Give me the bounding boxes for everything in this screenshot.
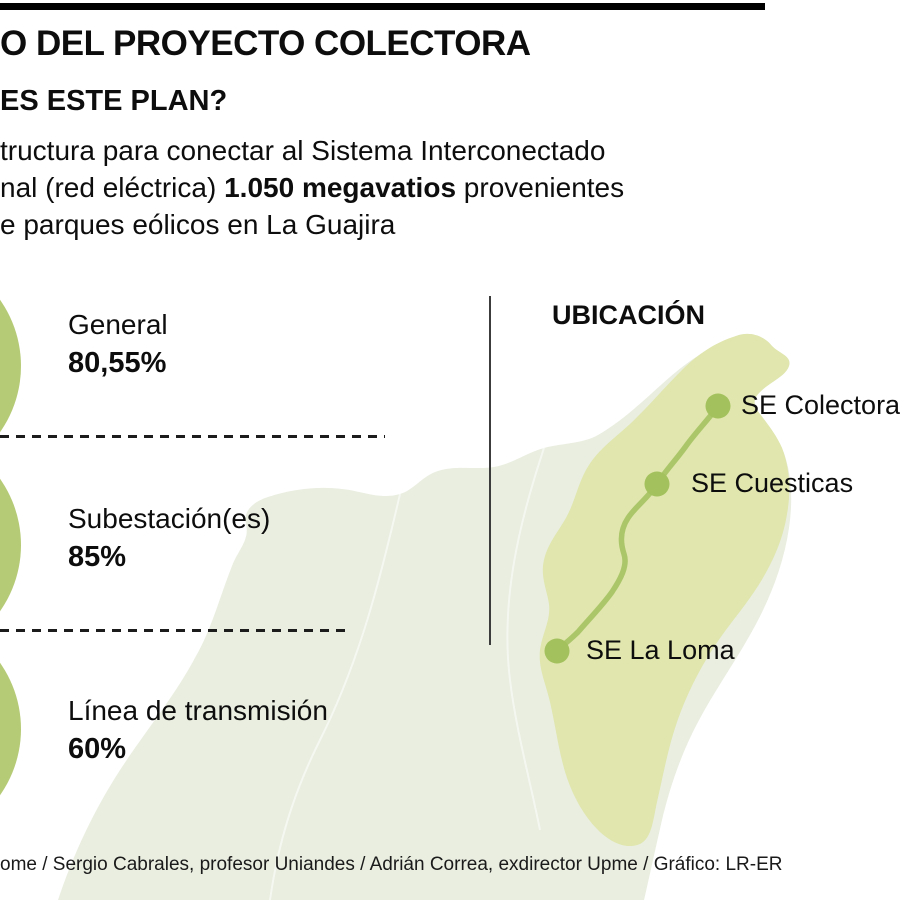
megawatts-value: 1.050 megavatios (224, 172, 457, 203)
transmission-route (554, 403, 721, 654)
progress-label: General (68, 309, 168, 340)
progress-item-substations: Subestación(es) 85% (68, 502, 270, 574)
vertical-divider (489, 296, 491, 645)
description-line-1: tructura para conectar al Sistema Interc… (0, 135, 606, 166)
description-line-2: nal (red eléctrica) 1.050 megavatios pro… (0, 172, 625, 203)
project-description: tructura para conectar al Sistema Interc… (0, 132, 624, 243)
station-label-se-colectora: SE Colectora (741, 390, 900, 420)
section-question: ES ESTE PLAN? (0, 85, 228, 117)
progress-value: 85% (68, 541, 127, 573)
department-border-line (269, 493, 401, 900)
station-dot-se-cuesticas (644, 471, 670, 497)
dashed-divider (0, 435, 385, 438)
progress-value: 60% (68, 733, 127, 765)
progress-label: Línea de transmisión (68, 695, 328, 726)
dashed-divider (0, 629, 345, 632)
progress-label: Subestación(es) (68, 503, 271, 534)
top-rule (0, 3, 765, 10)
highlight-region (539, 333, 790, 847)
source-credits: ome / Sergio Cabrales, profesor Uniandes… (0, 854, 783, 875)
station-label-se-cuesticas: SE Cuesticas (691, 468, 854, 498)
map-section-title: UBICACIÓN (552, 300, 705, 330)
description-line-3: e parques eólicos en La Guajira (0, 209, 396, 240)
department-border-line (506, 447, 545, 831)
progress-item-transmission-line: Línea de transmisión 60% (68, 694, 328, 766)
page-title: O DEL PROYECTO COLECTORA (0, 24, 531, 63)
progress-item-general: General 80,55% (68, 308, 168, 380)
station-dot-se-la-loma (544, 638, 570, 664)
station-label-se-la-loma: SE La Loma (586, 635, 735, 665)
station-dot-se-colectora (705, 393, 731, 419)
progress-value: 80,55% (68, 347, 167, 379)
